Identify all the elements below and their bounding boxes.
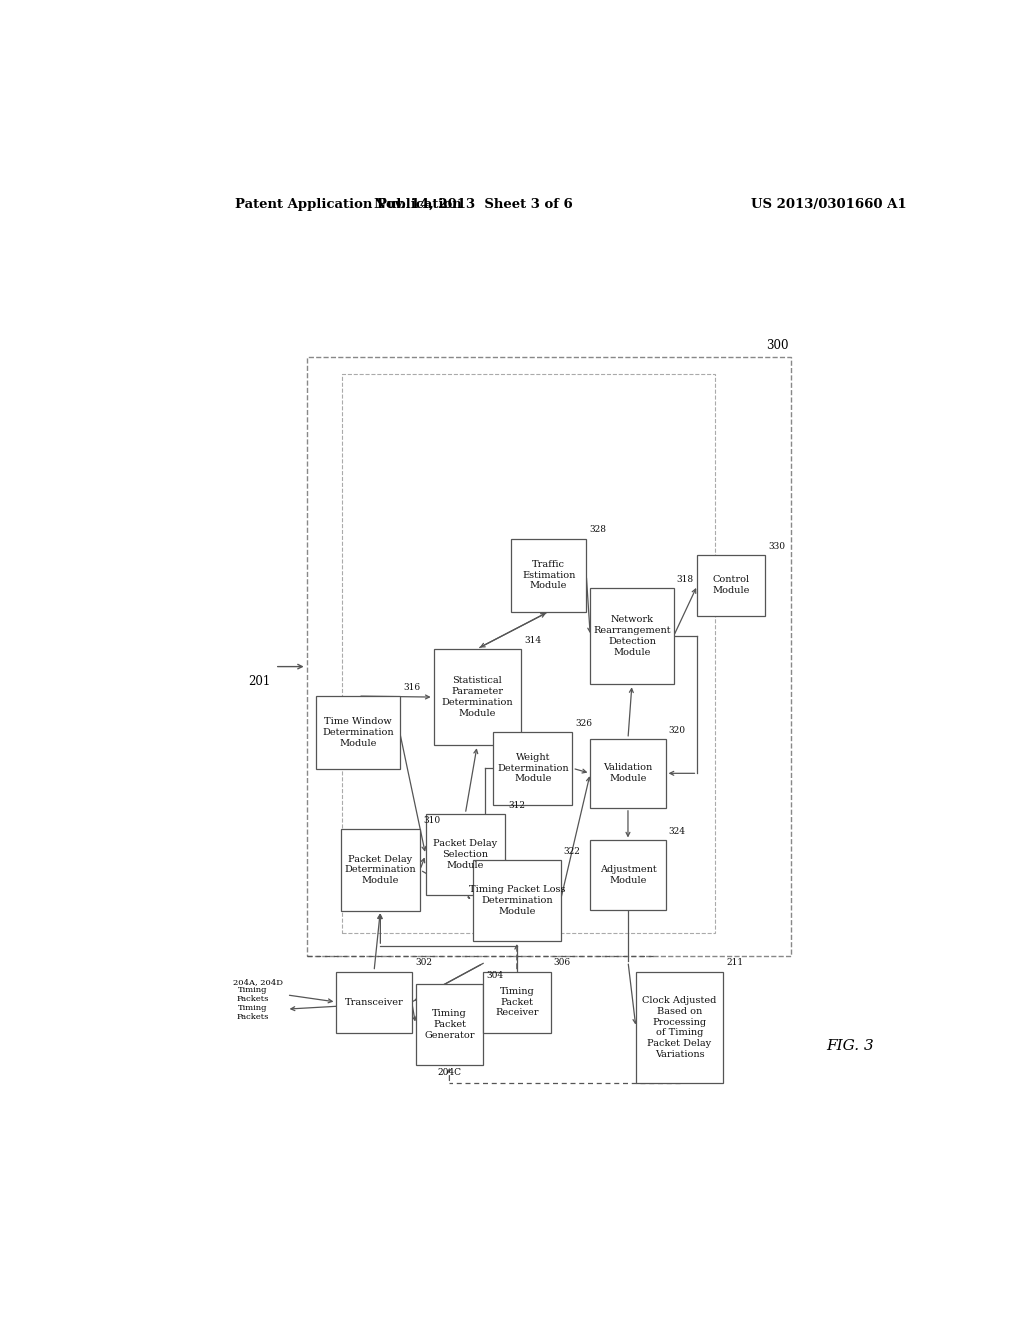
Text: Time Window
Determination
Module: Time Window Determination Module xyxy=(323,717,394,748)
Text: 211: 211 xyxy=(726,958,743,968)
Bar xyxy=(590,739,666,808)
Text: 324: 324 xyxy=(669,828,686,837)
Bar xyxy=(341,829,420,911)
Text: 312: 312 xyxy=(508,801,525,810)
Text: Timing
Packet
Receiver: Timing Packet Receiver xyxy=(496,987,539,1018)
Bar xyxy=(590,587,674,684)
Text: 304: 304 xyxy=(486,970,504,979)
Text: FIG. 3: FIG. 3 xyxy=(826,1039,874,1053)
Bar xyxy=(306,356,791,956)
Text: Packet Delay
Selection
Module: Packet Delay Selection Module xyxy=(433,840,498,870)
Text: Patent Application Publication: Patent Application Publication xyxy=(236,198,462,211)
Text: Timing
Packet
Generator: Timing Packet Generator xyxy=(424,1008,475,1040)
Text: 204A, 204D: 204A, 204D xyxy=(232,978,283,986)
Text: 302: 302 xyxy=(415,958,432,968)
Bar xyxy=(433,649,521,746)
Bar xyxy=(336,972,412,1032)
Bar xyxy=(426,814,505,895)
Bar xyxy=(483,972,551,1032)
Bar xyxy=(416,983,483,1065)
Text: Packet Delay
Determination
Module: Packet Delay Determination Module xyxy=(344,854,416,886)
Text: Control
Module: Control Module xyxy=(713,576,750,595)
Text: US 2013/0301660 A1: US 2013/0301660 A1 xyxy=(751,198,906,211)
Text: 314: 314 xyxy=(524,636,541,644)
Text: Traffic
Estimation
Module: Traffic Estimation Module xyxy=(522,560,575,590)
Text: Adjustment
Module: Adjustment Module xyxy=(600,865,656,884)
Text: 320: 320 xyxy=(669,726,686,735)
Text: Clock Adjusted
Based on
Processing
of Timing
Packet Delay
Variations: Clock Adjusted Based on Processing of Ti… xyxy=(642,997,717,1059)
Text: Timing
Packets: Timing Packets xyxy=(237,986,269,1003)
Bar xyxy=(636,972,723,1084)
Text: 300: 300 xyxy=(767,338,790,351)
Bar xyxy=(342,374,715,933)
Text: Statistical
Parameter
Determination
Module: Statistical Parameter Determination Modu… xyxy=(441,676,513,718)
Text: 201: 201 xyxy=(249,675,270,688)
Bar xyxy=(590,841,666,909)
Bar xyxy=(316,696,399,770)
Text: 330: 330 xyxy=(768,541,785,550)
Bar xyxy=(473,859,560,941)
Text: Nov. 14, 2013  Sheet 3 of 6: Nov. 14, 2013 Sheet 3 of 6 xyxy=(374,198,572,211)
Text: 318: 318 xyxy=(677,574,694,583)
Text: Timing Packet Loss
Determination
Module: Timing Packet Loss Determination Module xyxy=(469,886,565,916)
Text: 328: 328 xyxy=(590,525,606,535)
Text: 316: 316 xyxy=(403,682,420,692)
Bar xyxy=(697,554,765,616)
Bar xyxy=(494,731,572,805)
Text: 326: 326 xyxy=(575,718,593,727)
Text: Network
Rearrangement
Detection
Module: Network Rearrangement Detection Module xyxy=(593,615,671,657)
Text: 322: 322 xyxy=(563,846,581,855)
Text: Weight
Determination
Module: Weight Determination Module xyxy=(497,752,568,784)
Text: Validation
Module: Validation Module xyxy=(603,763,652,783)
Text: 306: 306 xyxy=(554,958,571,968)
Bar xyxy=(511,539,587,611)
Text: Transceiver: Transceiver xyxy=(345,998,403,1007)
Text: Timing
Packets: Timing Packets xyxy=(237,1003,269,1020)
Text: 204C: 204C xyxy=(437,1068,462,1077)
Text: 310: 310 xyxy=(423,816,440,825)
